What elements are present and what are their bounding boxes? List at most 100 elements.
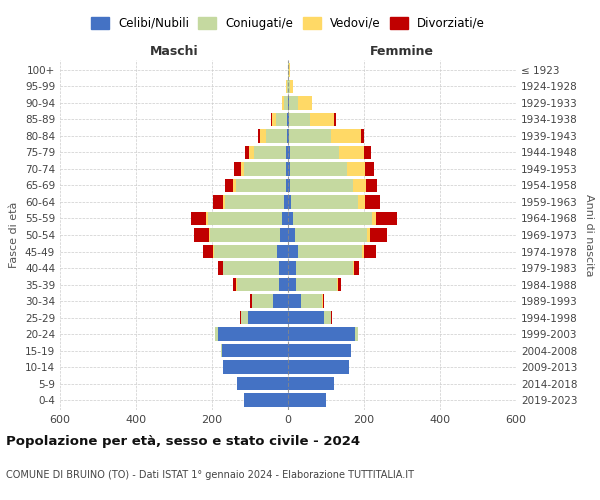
Bar <box>273 294 288 308</box>
Bar <box>298 244 362 258</box>
Bar <box>194 228 209 242</box>
Bar <box>218 261 223 275</box>
Text: Femmine: Femmine <box>370 46 434 59</box>
Bar <box>337 278 338 291</box>
Bar <box>358 195 365 209</box>
Bar <box>373 212 376 226</box>
Bar <box>287 80 288 93</box>
Bar <box>287 129 288 142</box>
Bar <box>278 278 288 291</box>
Bar <box>288 278 296 291</box>
Bar <box>248 311 288 324</box>
Bar <box>370 228 387 242</box>
Bar <box>233 162 241 175</box>
Bar <box>362 244 364 258</box>
Bar <box>286 178 288 192</box>
Bar <box>289 96 298 110</box>
Bar <box>288 294 301 308</box>
Bar <box>277 244 288 258</box>
Bar <box>338 278 341 291</box>
Bar <box>276 112 287 126</box>
Bar <box>331 129 361 142</box>
Bar <box>223 195 226 209</box>
Text: COMUNE DI BRUINO (TO) - Dati ISTAT 1° gennaio 2024 - Elaborazione TUTTITALIA.IT: COMUNE DI BRUINO (TO) - Dati ISTAT 1° ge… <box>6 470 414 480</box>
Bar <box>288 261 296 275</box>
Bar <box>244 162 286 175</box>
Bar <box>288 344 350 358</box>
Legend: Celibi/Nubili, Coniugati/e, Vedovi/e, Divorziati/e: Celibi/Nubili, Coniugati/e, Vedovi/e, Di… <box>91 17 485 30</box>
Bar <box>259 129 260 142</box>
Bar <box>241 162 244 175</box>
Bar <box>355 328 358 341</box>
Bar <box>286 162 288 175</box>
Bar <box>288 394 326 407</box>
Bar <box>310 112 334 126</box>
Bar <box>278 261 288 275</box>
Bar <box>288 63 289 76</box>
Bar <box>214 244 277 258</box>
Bar <box>208 212 283 226</box>
Bar <box>215 328 218 341</box>
Bar <box>288 311 324 324</box>
Bar <box>353 261 354 275</box>
Bar <box>347 162 365 175</box>
Bar <box>272 112 276 126</box>
Bar <box>254 146 286 159</box>
Bar <box>249 146 254 159</box>
Bar <box>244 394 288 407</box>
Bar <box>288 228 295 242</box>
Bar <box>260 129 266 142</box>
Bar <box>226 195 284 209</box>
Bar <box>241 311 248 324</box>
Bar <box>288 178 290 192</box>
Bar <box>236 278 278 291</box>
Bar <box>354 261 359 275</box>
Bar <box>266 129 287 142</box>
Bar <box>364 146 371 159</box>
Text: Popolazione per età, sesso e stato civile - 2024: Popolazione per età, sesso e stato civil… <box>6 435 360 448</box>
Bar <box>288 112 289 126</box>
Bar <box>284 96 288 110</box>
Bar <box>281 96 283 110</box>
Bar <box>252 294 273 308</box>
Bar <box>284 195 288 209</box>
Bar <box>223 261 278 275</box>
Text: Maschi: Maschi <box>149 46 199 59</box>
Bar <box>191 212 206 226</box>
Bar <box>233 278 236 291</box>
Bar <box>290 162 347 175</box>
Bar <box>367 228 370 242</box>
Bar <box>334 112 336 126</box>
Bar <box>289 112 310 126</box>
Bar <box>350 344 352 358</box>
Bar <box>365 195 380 209</box>
Bar <box>283 212 288 226</box>
Bar <box>288 377 334 390</box>
Bar <box>290 80 293 93</box>
Bar <box>210 228 280 242</box>
Bar <box>288 328 355 341</box>
Bar <box>288 360 349 374</box>
Bar <box>288 244 298 258</box>
Bar <box>283 96 284 110</box>
Bar <box>286 146 288 159</box>
Bar <box>365 162 373 175</box>
Bar <box>250 294 252 308</box>
Bar <box>301 294 322 308</box>
Bar <box>280 228 288 242</box>
Bar <box>296 278 337 291</box>
Y-axis label: Anni di nascita: Anni di nascita <box>584 194 594 276</box>
Bar <box>288 195 291 209</box>
Bar <box>286 80 287 93</box>
Bar <box>233 178 236 192</box>
Bar <box>340 146 364 159</box>
Bar <box>291 195 358 209</box>
Bar <box>331 311 332 324</box>
Bar <box>271 112 272 126</box>
Bar <box>288 162 290 175</box>
Bar <box>296 261 353 275</box>
Bar <box>240 311 241 324</box>
Bar <box>221 344 288 358</box>
Bar <box>288 129 289 142</box>
Bar <box>218 328 288 341</box>
